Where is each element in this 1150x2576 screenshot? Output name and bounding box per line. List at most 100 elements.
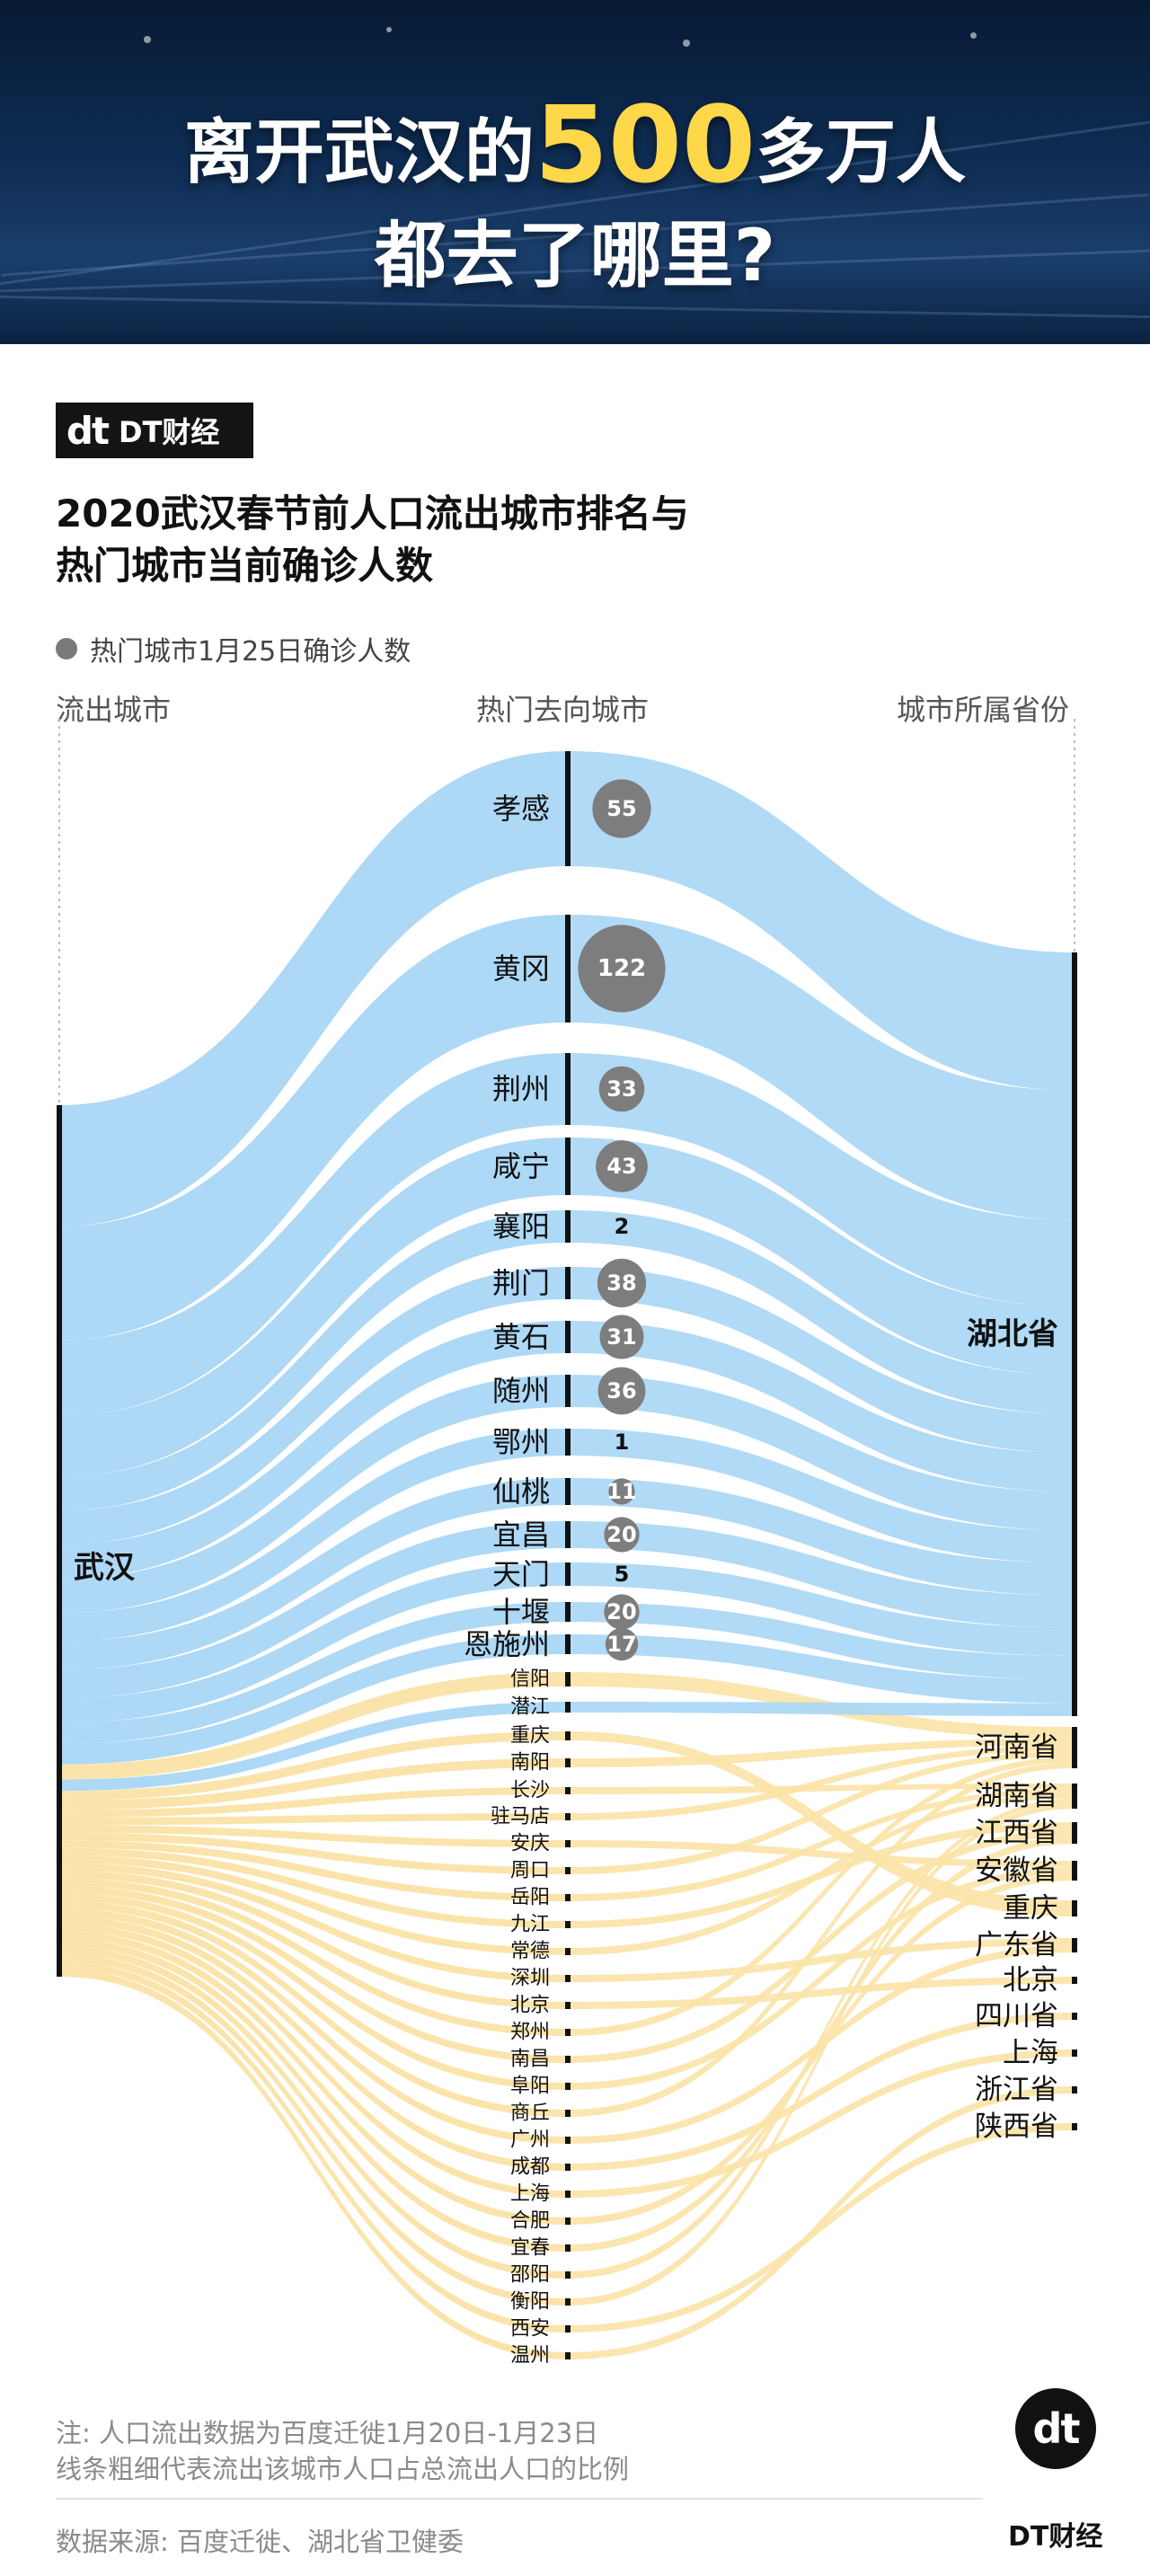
flow-city-to-province [568, 1837, 1075, 2252]
city-label: 商丘 [510, 2102, 550, 2125]
flow-source-to-city [59, 1900, 568, 2117]
province-label: 江西省 [975, 1817, 1058, 1849]
city-label: 随州 [492, 1374, 550, 1408]
confirmed-label: 5 [615, 1562, 630, 1587]
column-header-province: 城市所属省份 [897, 693, 1070, 727]
province-label: 广东省 [975, 1929, 1058, 1961]
city-label: 邵阳 [510, 2264, 550, 2287]
confirmed-bubble [604, 1517, 640, 1553]
flow-source-to-city [59, 1825, 568, 1847]
brand-badge: dt DT财经 [56, 403, 253, 458]
flow-city-to-province [568, 1788, 1075, 1901]
footer-logo-text: DT财经 [1008, 2521, 1103, 2553]
flow-city-to-province [568, 1762, 1075, 2117]
city-label: 常德 [510, 1941, 550, 1963]
flow-source-to-city [59, 1138, 568, 1477]
city-label: 荆门 [492, 1266, 550, 1300]
flow-city-to-province [568, 1702, 1075, 1716]
flow-source-to-city [59, 1863, 568, 1982]
flow-city-to-province [568, 1053, 1075, 1306]
legend: 热门城市1月25日确诊人数 [56, 629, 411, 668]
flow-city-to-province [568, 1478, 1075, 1596]
city-label: 重庆 [510, 1725, 550, 1748]
city-label: 驻马店 [491, 1806, 550, 1828]
flow-source-to-city [59, 1931, 568, 2225]
note-line2: 线条粗细代表流出该城市人口占总流出人口的比例 [56, 2454, 630, 2484]
chart-title-line2: 热门城市当前确诊人数 [56, 544, 434, 588]
title-highlight-number: 500 [534, 83, 756, 207]
province-label: 重庆 [1003, 1892, 1058, 1925]
city-label: 荆州 [492, 1072, 550, 1106]
flow-source-to-city [59, 1870, 568, 2009]
flow-city-to-province [568, 1803, 1075, 2306]
flow-source-to-city [59, 1832, 568, 1874]
flow-city-to-province [568, 1738, 1075, 1767]
chart-title-line1: 2020武汉春节前人口流出城市排名与 [56, 491, 689, 536]
page-title-line1: 离开武汉的500多万人 [183, 83, 967, 207]
city-label: 孝感 [492, 792, 550, 826]
city-label: 郑州 [510, 2022, 550, 2044]
flow-source-to-city [59, 1855, 568, 1955]
flow-source-to-city [59, 1210, 568, 1511]
province-label: 安徽省 [975, 1855, 1058, 1887]
city-label: 周口 [510, 1860, 550, 1882]
city-label: 深圳 [510, 1968, 550, 1990]
province-label: 上海 [1003, 2037, 1058, 2069]
flow-source-to-city [59, 1672, 568, 1780]
city-label: 长沙 [510, 1780, 550, 1802]
city-label: 宜春 [510, 2237, 550, 2260]
city-label: 安庆 [510, 1833, 550, 1855]
flow-source-to-city [59, 1321, 568, 1580]
province-label: 陕西省 [975, 2111, 1058, 2143]
flow-source-to-city [59, 1053, 568, 1416]
flow-source-to-city [59, 1908, 568, 2144]
city-label: 潜江 [510, 1696, 550, 1719]
confirmed-bubble [578, 925, 666, 1013]
flow-city-to-province [568, 1867, 1075, 2090]
flow-city-to-province [568, 1562, 1075, 1656]
province-label: 浙江省 [975, 2074, 1058, 2106]
flow-source-to-city [59, 1787, 568, 1818]
flow-source-to-city [59, 1923, 568, 2198]
flow-city-to-province [568, 1267, 1075, 1454]
flow-city-to-province [568, 1602, 1075, 1680]
confirmed-label: 43 [606, 1154, 636, 1179]
city-label: 合肥 [510, 2210, 550, 2233]
flow-city-to-province [568, 2086, 1075, 2359]
flow-city-to-province [568, 1873, 1075, 2225]
flow-city-to-province [568, 1375, 1075, 1531]
confirmed-bubble [597, 1258, 647, 1308]
province-label: 湖北省 [967, 1316, 1058, 1352]
flow-city-to-province [568, 1757, 1075, 2036]
city-label: 黄冈 [492, 952, 550, 986]
confirmed-label: 17 [606, 1632, 636, 1657]
confirmed-label: 33 [606, 1076, 636, 1102]
flow-source-to-city [59, 1562, 568, 1723]
confirmed-label: 38 [606, 1270, 636, 1296]
city-label: 鄂州 [492, 1425, 550, 1459]
confirmed-label: 1 [615, 1430, 630, 1455]
province-label: 四川省 [975, 2000, 1058, 2032]
province-label: 湖南省 [975, 1780, 1058, 1812]
flow-city-to-province [568, 1138, 1075, 1376]
flow-source-to-city [59, 1813, 568, 1826]
flow-city-to-province [568, 1745, 1075, 1820]
confirmed-bubble [592, 779, 651, 838]
city-label: 十堰 [492, 1595, 550, 1629]
city-label: 咸宁 [492, 1149, 550, 1183]
flow-source-to-city [59, 915, 568, 1341]
city-label: 阜阳 [510, 2076, 550, 2098]
city-label: 恩施州 [464, 1627, 550, 1661]
flow-source-to-city [59, 1267, 568, 1545]
footer-logo-icon: dt [1015, 2388, 1096, 2469]
flow-city-to-province [568, 751, 1075, 1091]
city-label: 天门 [492, 1557, 550, 1591]
flow-city-to-province [568, 2013, 1075, 2171]
city-label: 北京 [510, 1995, 550, 2017]
flow-city-to-province [568, 1321, 1075, 1492]
flow-source-to-city [59, 1521, 568, 1699]
flow-city-to-province [568, 1798, 1075, 2279]
flow-source-to-city [59, 1731, 568, 1801]
confirmed-label: 36 [606, 1378, 636, 1403]
column-header-target: 热门去向城市 [476, 693, 650, 727]
